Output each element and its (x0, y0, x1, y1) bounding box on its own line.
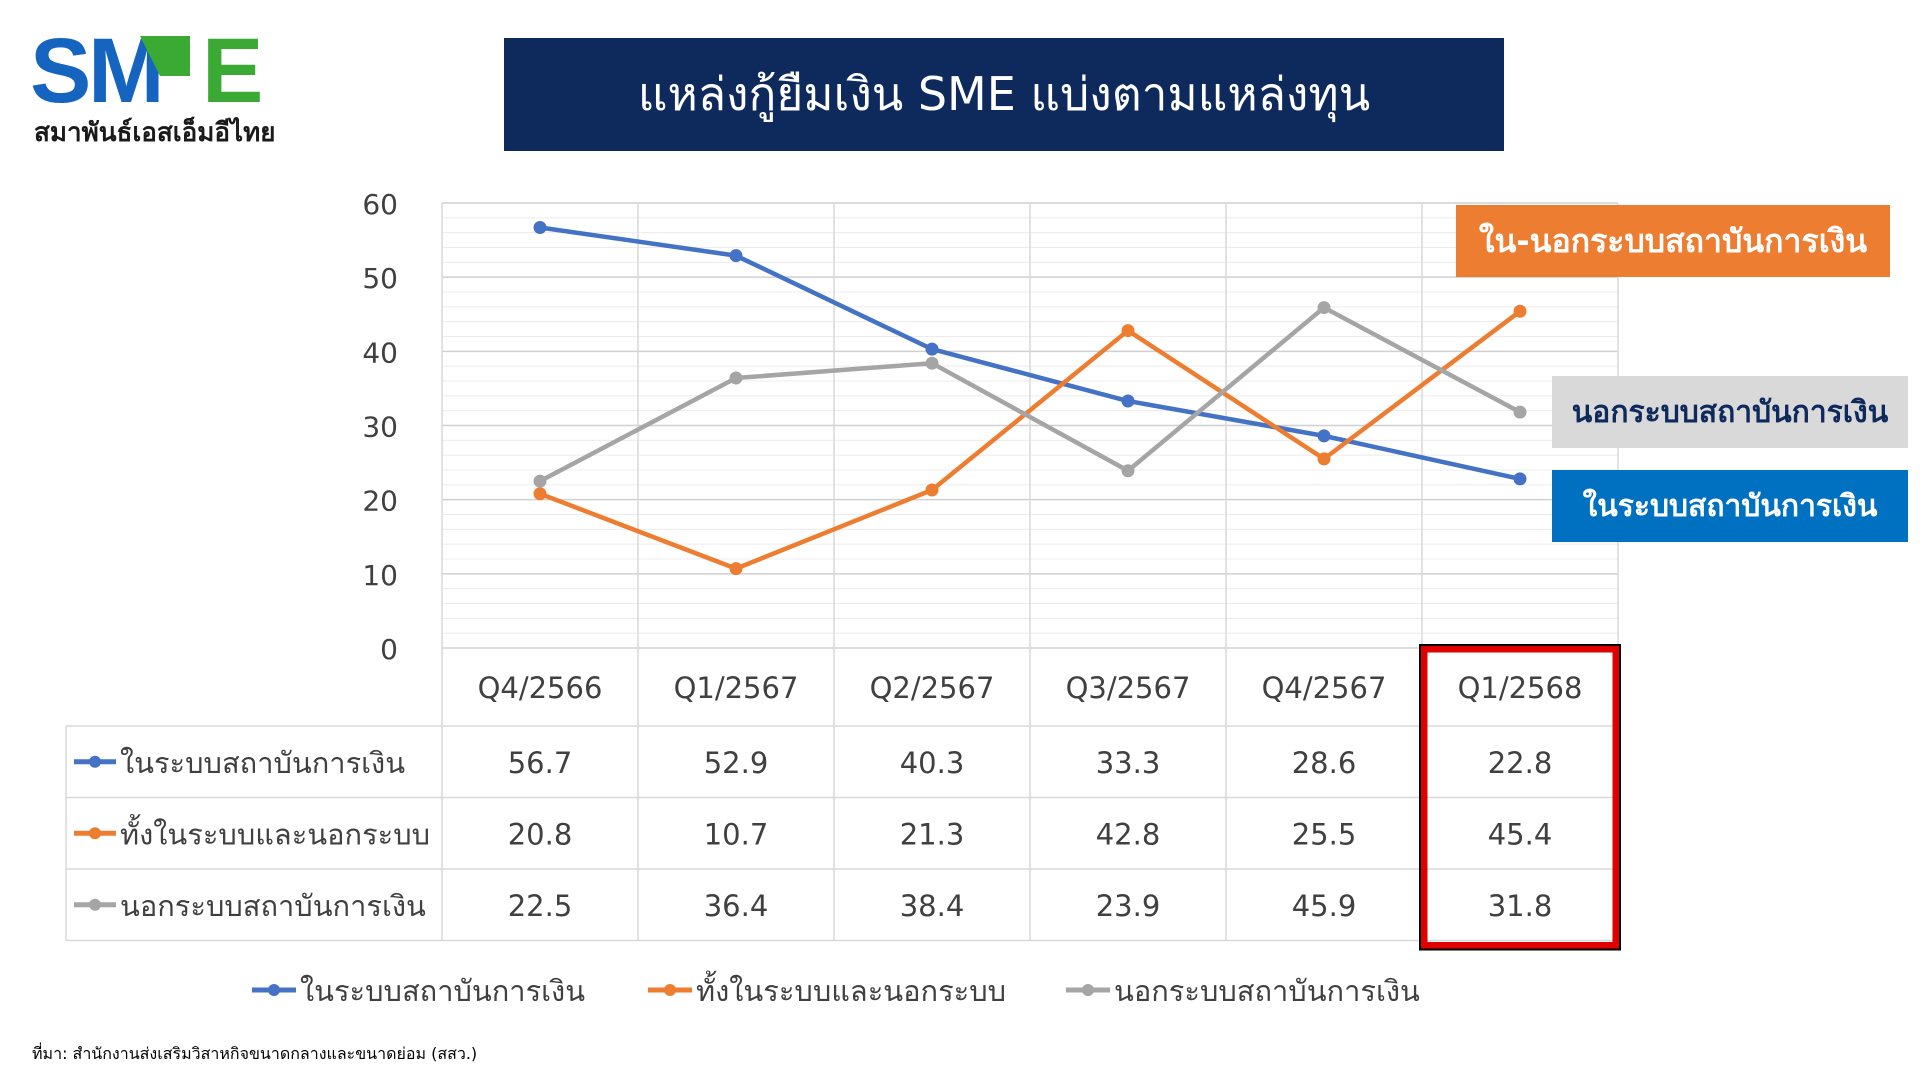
table-value: 31.8 (1488, 889, 1553, 923)
callout-outside-system: นอกระบบสถาบันการเงิน (1552, 376, 1908, 448)
table-value: 52.9 (704, 746, 769, 780)
table-value: 40.3 (900, 746, 965, 780)
data-point (1513, 405, 1527, 419)
series-line (539, 225, 1521, 482)
table-series-label: นอกระบบสถาบันการเงิน (120, 889, 426, 923)
data-point (925, 356, 939, 370)
legend-label: ในระบบสถาบันการเงิน (300, 974, 585, 1008)
table-series-key-marker (89, 755, 101, 768)
data-point (533, 220, 547, 234)
highlight-box-outline (1419, 644, 1621, 951)
highlight-box (1420, 645, 1620, 949)
callout-inside-system: ในระบบสถาบันการเงิน (1552, 470, 1908, 542)
data-point (1513, 472, 1527, 486)
logo-letter-s: S (30, 30, 91, 110)
y-tick-label: 50 (362, 262, 398, 295)
y-tick-label: 30 (362, 411, 398, 444)
data-point (1317, 429, 1331, 443)
table-series-label: ในระบบสถาบันการเงิน (120, 746, 405, 780)
x-category-label: Q1/2568 (1458, 671, 1583, 705)
y-tick-label: 40 (362, 336, 398, 369)
y-tick-label: 10 (362, 559, 398, 592)
x-category-label: Q2/2567 (870, 671, 995, 705)
y-tick-label: 60 (362, 188, 398, 221)
series-line (539, 309, 1522, 571)
legend-key-marker (1082, 984, 1094, 996)
table-value: 33.3 (1096, 746, 1161, 780)
data-point (729, 371, 743, 385)
data-point (533, 487, 547, 501)
table-value: 36.4 (704, 889, 769, 923)
legend-key-marker (664, 984, 676, 996)
x-category-label: Q3/2567 (1066, 671, 1191, 705)
legend-label: ทั้งในระบบและนอกระบบ (696, 970, 1006, 1008)
x-category-label: Q4/2566 (478, 671, 603, 705)
sme-logo: S M E สมาพันธ์เอสเอ็มอีไทย (30, 30, 280, 150)
table-series-key-marker (89, 898, 101, 911)
legend-key-marker (268, 984, 280, 996)
table-value: 45.4 (1488, 817, 1553, 851)
data-point (1317, 301, 1331, 315)
table-value: 20.8 (508, 817, 573, 851)
x-category-label: Q4/2567 (1262, 671, 1387, 705)
data-point (1121, 464, 1135, 478)
data-point (1121, 394, 1135, 408)
table-value: 45.9 (1292, 889, 1357, 923)
data-point (1121, 324, 1135, 338)
source-note: ที่มา: สำนักงานส่งเสริมวิสาหกิจขนาดกลางแ… (32, 1044, 478, 1063)
table-value: 56.7 (508, 746, 573, 780)
series-line (538, 305, 1522, 484)
callout-both-systems: ใน-นอกระบบสถาบันการเงิน (1456, 205, 1890, 277)
data-point (1513, 304, 1527, 318)
data-point (925, 483, 939, 497)
table-series-label: ทั้งในระบบและนอกระบบ (120, 813, 430, 851)
table-value: 25.5 (1292, 817, 1357, 851)
data-point (729, 562, 743, 576)
y-tick-label: 0 (380, 633, 398, 666)
table-value: 21.3 (900, 817, 965, 851)
y-tick-label: 20 (362, 485, 398, 518)
page-title: แหล่งกู้ยืมเงิน SME แบ่งตามแหล่งทุน (504, 38, 1504, 151)
table-value: 22.5 (508, 889, 573, 923)
table-value: 10.7 (704, 817, 769, 851)
table-value: 28.6 (1292, 746, 1357, 780)
table-value: 23.9 (1096, 889, 1161, 923)
data-point (729, 249, 743, 263)
table-value: 22.8 (1488, 746, 1553, 780)
x-category-label: Q1/2567 (674, 671, 799, 705)
table-value: 38.4 (900, 889, 965, 923)
logo-roof-icon (140, 36, 190, 76)
table-series-key-marker (89, 827, 101, 840)
logo-letter-e: E (202, 30, 263, 110)
legend-label: นอกระบบสถาบันการเงิน (1114, 974, 1420, 1008)
data-point (1317, 452, 1331, 466)
logo-subtitle: สมาพันธ์เอสเอ็มอีไทย (34, 118, 276, 148)
table-value: 42.8 (1096, 817, 1161, 851)
data-point (533, 474, 547, 488)
data-point (925, 342, 939, 356)
sme-logo-mark: S M E (30, 30, 263, 110)
